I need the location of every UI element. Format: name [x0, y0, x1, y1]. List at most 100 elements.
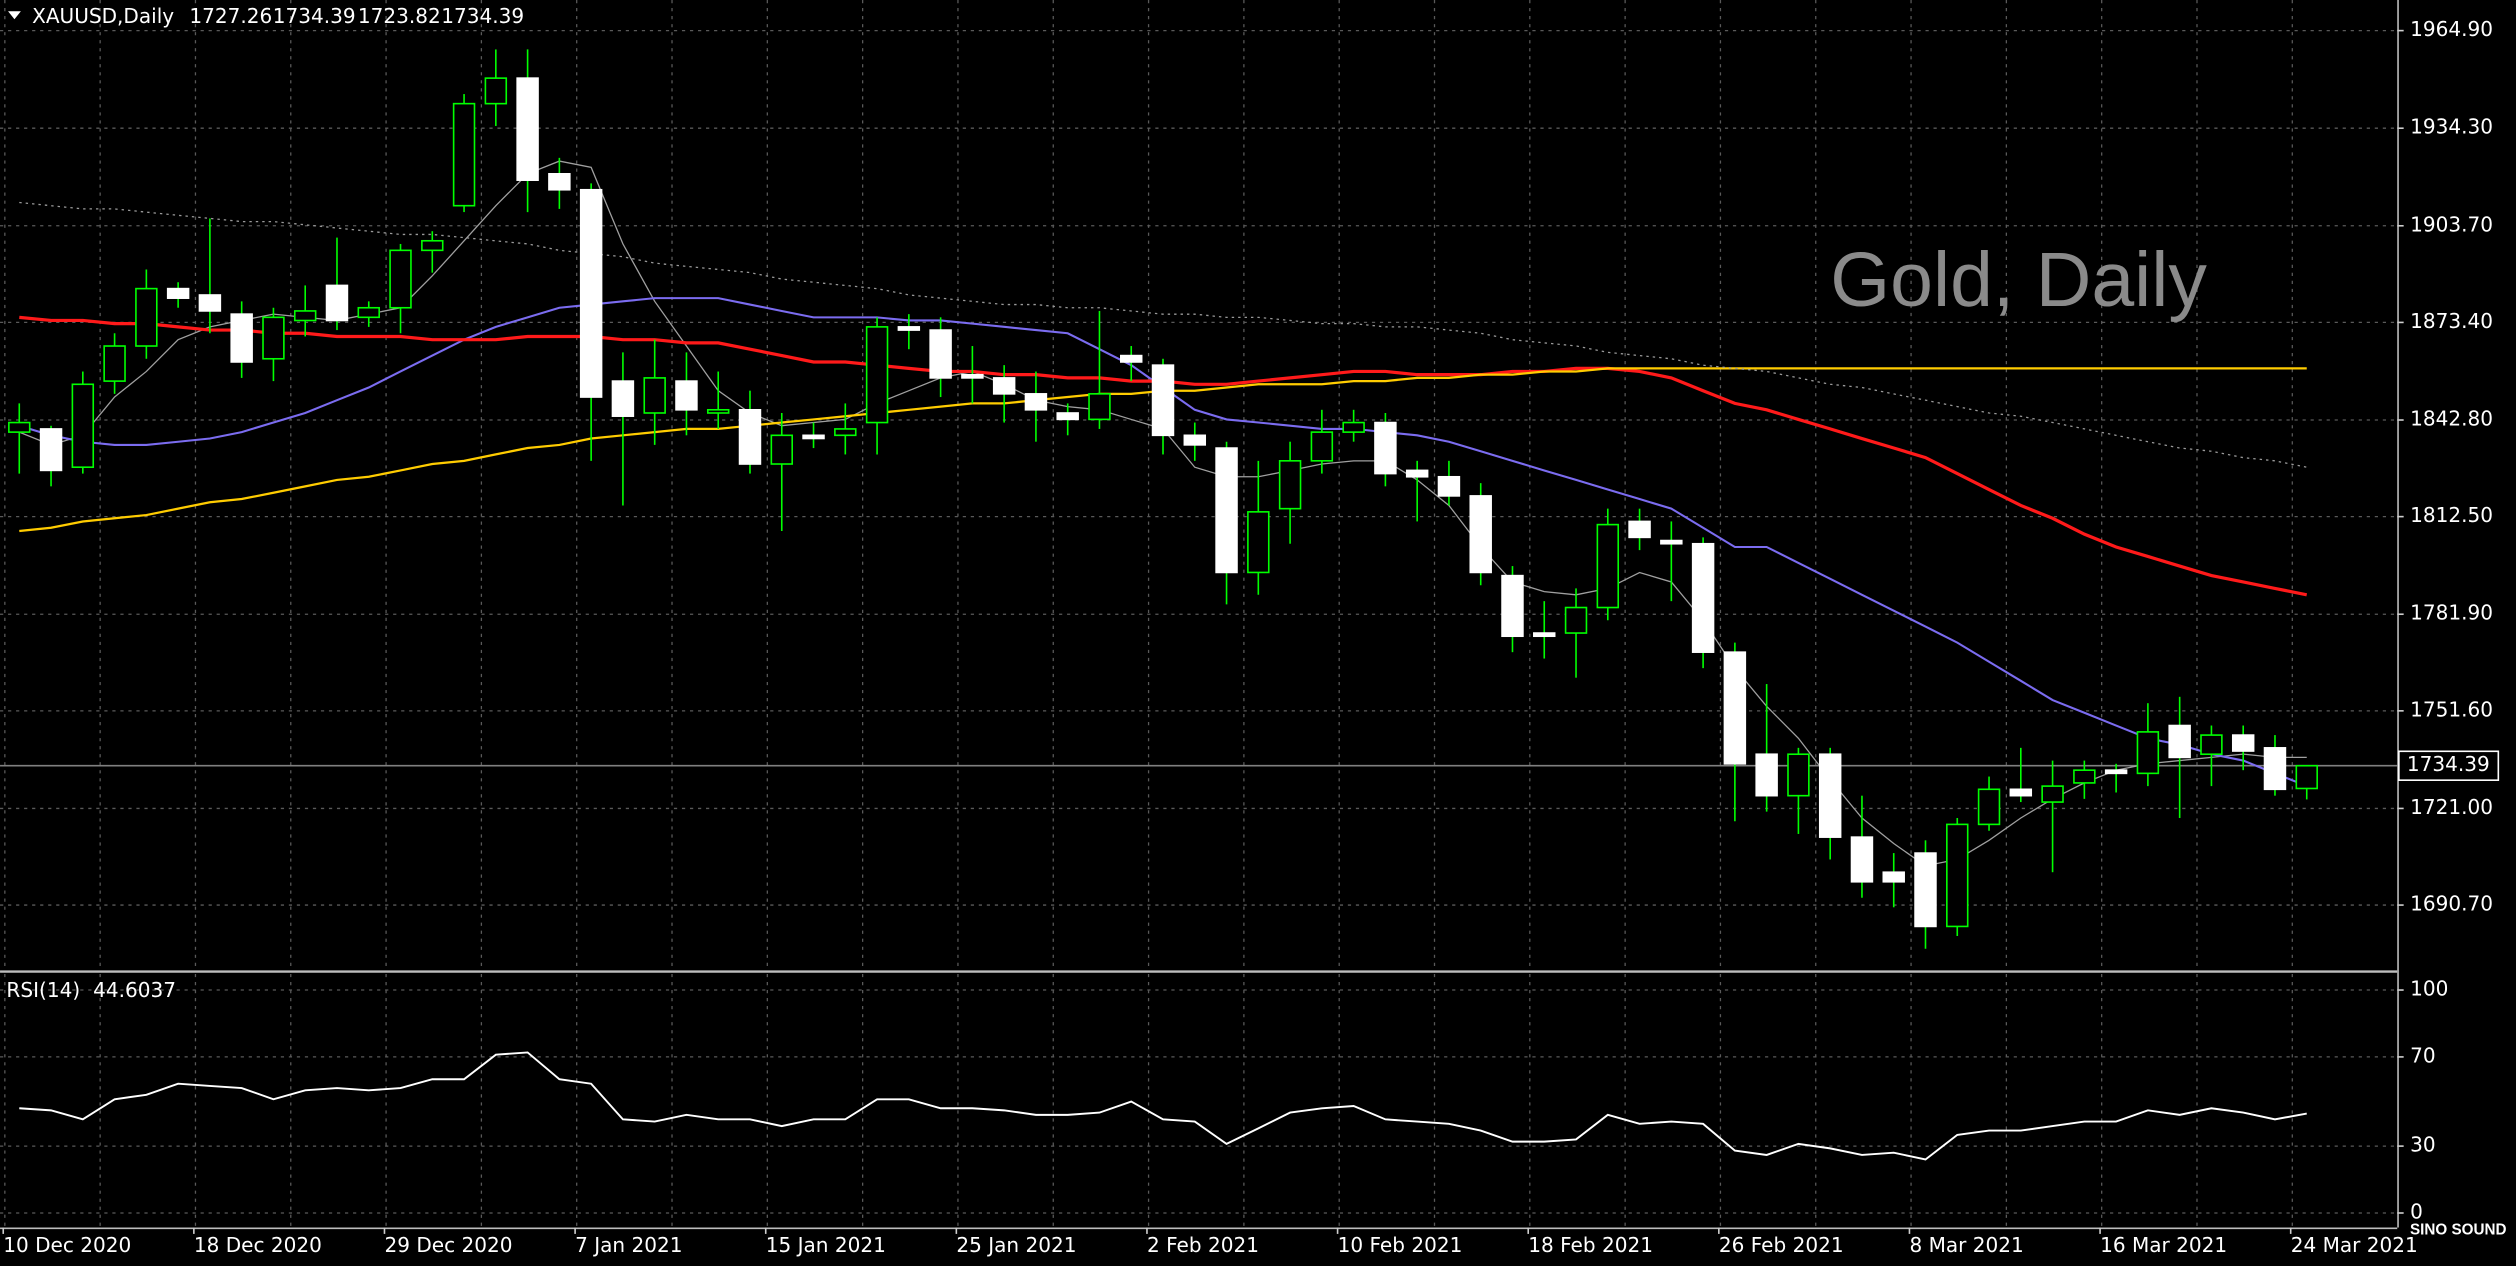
rsi-tick-label: 0: [2410, 1199, 2423, 1223]
candle-body: [1660, 539, 1683, 545]
candle-body: [1056, 412, 1079, 421]
header-high: 1734.39: [273, 4, 356, 28]
candle-body: [770, 434, 793, 465]
candle-body: [198, 294, 222, 312]
candle-body: [1278, 460, 1302, 510]
moving-average-line: [19, 201, 2307, 468]
rsi-line: [19, 1051, 2307, 1161]
candle-body: [865, 326, 889, 424]
candle-body: [1501, 574, 1524, 638]
x-tick-label: 2 Feb 2021: [1147, 1233, 1259, 1257]
candle-body: [1533, 632, 1556, 638]
candle-body: [961, 373, 984, 379]
candle-body: [1247, 511, 1270, 574]
candle-body: [643, 377, 666, 414]
candle-body: [2104, 769, 2128, 775]
rsi-tick-label: 70: [2410, 1043, 2436, 1067]
candle-body: [103, 345, 126, 382]
logo: SINO SOUND: [2410, 1222, 2507, 1239]
y-tick-label: 1903.70: [2410, 212, 2493, 236]
candle-body: [1469, 495, 1492, 574]
candle-body: [706, 408, 730, 414]
x-tick-label: 15 Jan 2021: [766, 1233, 886, 1257]
x-tick-label: 7 Jan 2021: [575, 1233, 682, 1257]
candle-body: [71, 383, 95, 469]
candle-body: [2263, 747, 2287, 791]
candle-body: [611, 380, 635, 417]
header-low: 1723.82: [358, 4, 441, 28]
candle-body: [1882, 871, 1905, 883]
candle-body: [1120, 354, 1143, 363]
candle-body: [2041, 785, 2064, 803]
candle-body: [1183, 434, 1207, 446]
candle-body: [675, 380, 698, 411]
candle-body: [992, 377, 1016, 395]
candle-body: [421, 239, 444, 252]
y-tick-label: 1751.60: [2410, 697, 2493, 721]
candle-body: [8, 421, 31, 433]
candle-body: [1691, 542, 1715, 653]
candle-body: [738, 408, 762, 465]
current-price-box: [2398, 750, 2500, 781]
candle-body: [262, 316, 285, 360]
candle-body: [1215, 447, 1238, 574]
x-tick-label: 18 Dec 2020: [194, 1233, 322, 1257]
x-tick-label: 8 Mar 2021: [1909, 1233, 2023, 1257]
header-open: 1727.26: [189, 4, 272, 28]
rsi-value: 44.6037: [93, 978, 176, 1002]
y-tick-label: 1721.00: [2410, 795, 2493, 819]
symbol-label: XAUUSD,Daily: [32, 4, 174, 28]
y-tick-label: 1781.90: [2410, 601, 2493, 625]
candle-body: [1596, 523, 1620, 609]
candle-body: [452, 102, 476, 207]
current-price-label: 1734.39: [2407, 752, 2490, 776]
x-tick-label: 18 Feb 2021: [1528, 1233, 1653, 1257]
candle-body: [1755, 753, 1778, 797]
candle-body: [389, 249, 412, 309]
candle-body: [548, 173, 571, 191]
candle-body: [1310, 431, 1334, 462]
x-tick-label: 25 Jan 2021: [956, 1233, 1076, 1257]
candle-body: [1151, 364, 1175, 437]
candle-body: [2231, 734, 2255, 752]
candle-body: [357, 306, 380, 319]
y-tick-label: 1934.30: [2410, 115, 2493, 139]
candle-body: [484, 77, 508, 105]
candle-body: [1088, 393, 1111, 421]
x-tick-label: 10 Feb 2021: [1338, 1233, 1463, 1257]
candle-body: [1818, 753, 1842, 838]
marks-layer: [0, 49, 2398, 1161]
candle-body: [1850, 836, 1874, 883]
grid-layer: [0, 0, 2398, 1228]
rsi-tick-label: 30: [2410, 1133, 2436, 1157]
candle-body: [1977, 788, 2001, 826]
x-tick-label: 10 Dec 2020: [3, 1233, 131, 1257]
y-tick-label: 1964.90: [2410, 17, 2493, 41]
candle-body: [166, 287, 190, 299]
candle-body: [1787, 753, 1810, 797]
candle-body: [2073, 769, 2096, 784]
candle-body: [579, 188, 603, 398]
collapse-triangle[interactable]: [8, 11, 21, 20]
candle-body: [230, 313, 253, 363]
candle-body: [325, 284, 349, 322]
candle-body: [1024, 393, 1048, 411]
candle-body: [1342, 421, 1365, 433]
x-tick-label: 29 Dec 2020: [384, 1233, 512, 1257]
candle-body: [897, 326, 921, 331]
candle-body: [293, 310, 317, 322]
candle-body: [2200, 734, 2223, 756]
candle-body: [135, 287, 158, 347]
candle-body: [929, 329, 952, 379]
candle-body: [1946, 823, 1969, 928]
candle-body: [2009, 788, 2033, 797]
candle-body: [1628, 520, 1651, 539]
rsi-label: RSI(14): [6, 978, 80, 1002]
candle-body: [516, 77, 539, 181]
candle-body: [2136, 731, 2160, 775]
candle-body: [2168, 724, 2191, 759]
x-tick-label: 26 Feb 2021: [1719, 1233, 1844, 1257]
